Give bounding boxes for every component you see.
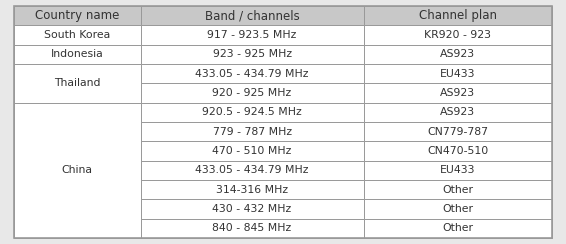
- Bar: [140, 141, 363, 161]
- Bar: [363, 161, 552, 180]
- Bar: [140, 6, 363, 25]
- Bar: [140, 103, 363, 122]
- Bar: [140, 83, 363, 103]
- Text: Channel plan: Channel plan: [419, 9, 497, 22]
- Bar: [363, 122, 552, 141]
- Bar: [140, 219, 363, 238]
- Bar: [140, 180, 363, 199]
- Text: Other: Other: [442, 185, 473, 195]
- Bar: [14, 64, 140, 103]
- Text: 779 - 787 MHz: 779 - 787 MHz: [212, 127, 291, 137]
- Bar: [14, 103, 140, 238]
- Bar: [363, 64, 552, 83]
- Bar: [140, 199, 363, 219]
- Text: Thailand: Thailand: [54, 78, 101, 88]
- Bar: [140, 45, 363, 64]
- Text: Country name: Country name: [35, 9, 119, 22]
- Text: 470 - 510 MHz: 470 - 510 MHz: [212, 146, 291, 156]
- Bar: [363, 25, 552, 45]
- Text: CN470-510: CN470-510: [427, 146, 488, 156]
- Text: Band / channels: Band / channels: [205, 9, 299, 22]
- Bar: [363, 83, 552, 103]
- Text: CN779-787: CN779-787: [427, 127, 488, 137]
- Text: KR920 - 923: KR920 - 923: [424, 30, 491, 40]
- Text: AS923: AS923: [440, 49, 475, 59]
- Text: EU433: EU433: [440, 165, 475, 175]
- Bar: [363, 219, 552, 238]
- Bar: [14, 25, 140, 45]
- Bar: [140, 25, 363, 45]
- Bar: [140, 64, 363, 83]
- Text: Other: Other: [442, 204, 473, 214]
- Bar: [363, 141, 552, 161]
- Bar: [363, 180, 552, 199]
- Text: 430 - 432 MHz: 430 - 432 MHz: [212, 204, 291, 214]
- Text: 314-316 MHz: 314-316 MHz: [216, 185, 288, 195]
- Text: Indonesia: Indonesia: [51, 49, 104, 59]
- Bar: [14, 45, 140, 64]
- Bar: [363, 103, 552, 122]
- Text: 920.5 - 924.5 MHz: 920.5 - 924.5 MHz: [202, 107, 302, 117]
- Text: EU433: EU433: [440, 69, 475, 79]
- Text: 840 - 845 MHz: 840 - 845 MHz: [212, 223, 291, 233]
- Text: 917 - 923.5 MHz: 917 - 923.5 MHz: [207, 30, 297, 40]
- Text: 923 - 925 MHz: 923 - 925 MHz: [212, 49, 291, 59]
- Bar: [140, 161, 363, 180]
- Text: Other: Other: [442, 223, 473, 233]
- Text: 920 - 925 MHz: 920 - 925 MHz: [212, 88, 291, 98]
- Text: South Korea: South Korea: [44, 30, 110, 40]
- Text: 433.05 - 434.79 MHz: 433.05 - 434.79 MHz: [195, 69, 309, 79]
- Bar: [363, 199, 552, 219]
- Bar: [363, 6, 552, 25]
- Bar: [14, 6, 140, 25]
- Text: AS923: AS923: [440, 88, 475, 98]
- Text: AS923: AS923: [440, 107, 475, 117]
- Bar: [363, 45, 552, 64]
- Text: 433.05 - 434.79 MHz: 433.05 - 434.79 MHz: [195, 165, 309, 175]
- Text: China: China: [62, 165, 93, 175]
- Bar: [140, 122, 363, 141]
